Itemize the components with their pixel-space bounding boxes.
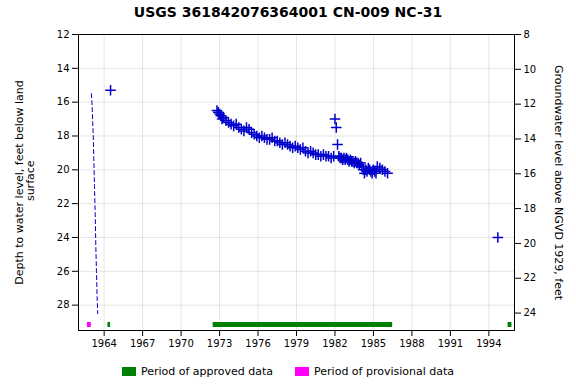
svg-text:8: 8 <box>524 29 530 40</box>
svg-text:1994: 1994 <box>476 338 501 349</box>
svg-text:12: 12 <box>524 98 537 109</box>
svg-text:28: 28 <box>57 299 70 310</box>
svg-text:Groundwater level above NGVD 1: Groundwater level above NGVD 1929, feet <box>552 65 565 301</box>
svg-text:22: 22 <box>524 272 537 283</box>
svg-text:1970: 1970 <box>168 338 193 349</box>
svg-text:22: 22 <box>57 198 70 209</box>
svg-text:1982: 1982 <box>322 338 347 349</box>
svg-text:14: 14 <box>57 63 70 74</box>
svg-text:16: 16 <box>524 168 537 179</box>
svg-text:24: 24 <box>57 232 70 243</box>
html-text:Period of provisional data: Period of provisional data <box>314 364 455 378</box>
svg-text:20: 20 <box>57 164 70 175</box>
svg-text:Depth to water level, feet bel: Depth to water level, feet below land su… <box>13 80 37 285</box>
svg-text:1976: 1976 <box>245 338 270 349</box>
svg-text:1979: 1979 <box>284 338 309 349</box>
html-text:Period of approved data: Period of approved data <box>140 364 274 378</box>
svg-text:1964: 1964 <box>91 338 116 349</box>
svg-text:1973: 1973 <box>207 338 232 349</box>
svg-text:26: 26 <box>57 266 70 277</box>
svg-text:18: 18 <box>57 130 70 141</box>
svg-text:24: 24 <box>524 307 537 318</box>
svg-text:20: 20 <box>524 238 537 249</box>
svg-text:14: 14 <box>524 133 537 144</box>
svg-text:10: 10 <box>524 64 537 75</box>
svg-text:1991: 1991 <box>438 338 463 349</box>
svg-text:1985: 1985 <box>361 338 386 349</box>
svg-text:16: 16 <box>57 96 70 107</box>
svg-text:18: 18 <box>524 203 537 214</box>
svg-text:1988: 1988 <box>399 338 424 349</box>
svg-text:12: 12 <box>57 29 70 40</box>
html-text:USGS 361842076364001 CN-009 NC: USGS 361842076364001 CN-009 NC-31 <box>133 4 443 20</box>
svg-text:1967: 1967 <box>130 338 155 349</box>
